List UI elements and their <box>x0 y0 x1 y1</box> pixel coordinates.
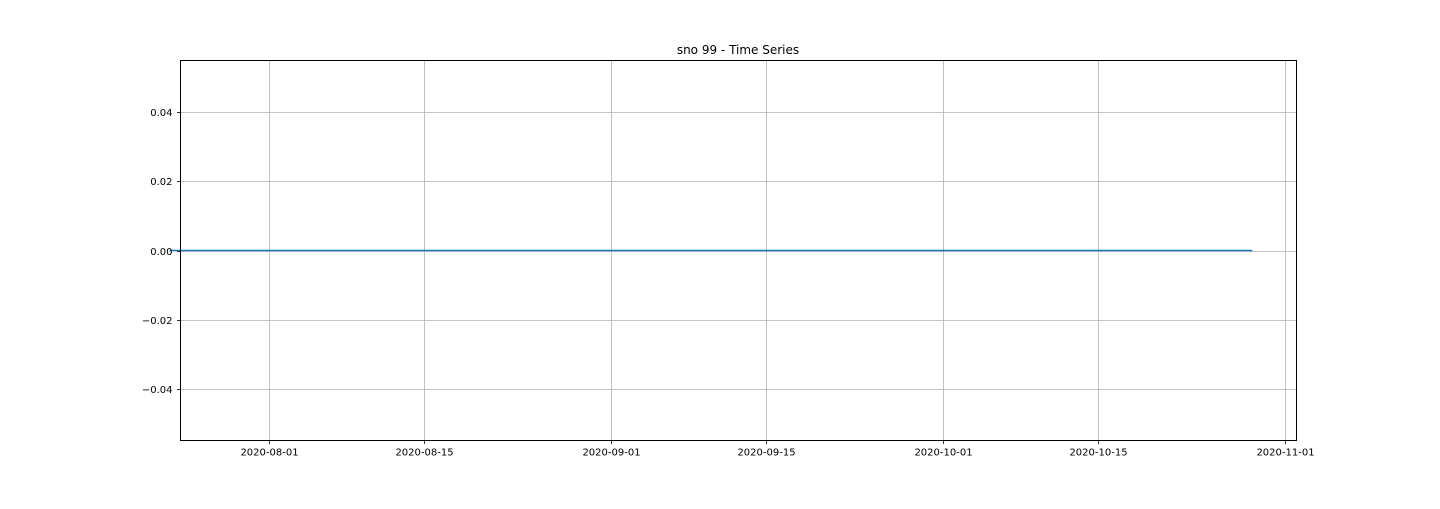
y-tick-label: 0.00 <box>150 247 172 258</box>
y-axis: 0.04 0.02 0.00 −0.02 −0.04 <box>142 108 181 396</box>
x-tick-label: 2020-08-01 <box>240 448 298 459</box>
y-tick-label: −0.02 <box>142 316 173 327</box>
x-tick-label: 2020-09-01 <box>582 448 640 459</box>
x-tick-label: 2020-11-01 <box>1256 448 1314 459</box>
x-axis: 2020-08-01 2020-08-15 2020-09-01 2020-09-15… <box>240 440 1315 459</box>
x-tick-label: 2020-10-01 <box>914 448 972 459</box>
x-tick-label: 2020-08-15 <box>395 448 453 459</box>
y-tick-label: 0.02 <box>150 177 172 188</box>
y-tick-label: 0.04 <box>150 108 172 119</box>
x-tick-label: 2020-10-15 <box>1069 448 1127 459</box>
plot-frame <box>180 60 1297 441</box>
y-tick-label: −0.04 <box>142 385 173 396</box>
x-tick-label: 2020-09-15 <box>737 448 795 459</box>
chart-title: sno 99 - Time Series <box>677 43 799 57</box>
